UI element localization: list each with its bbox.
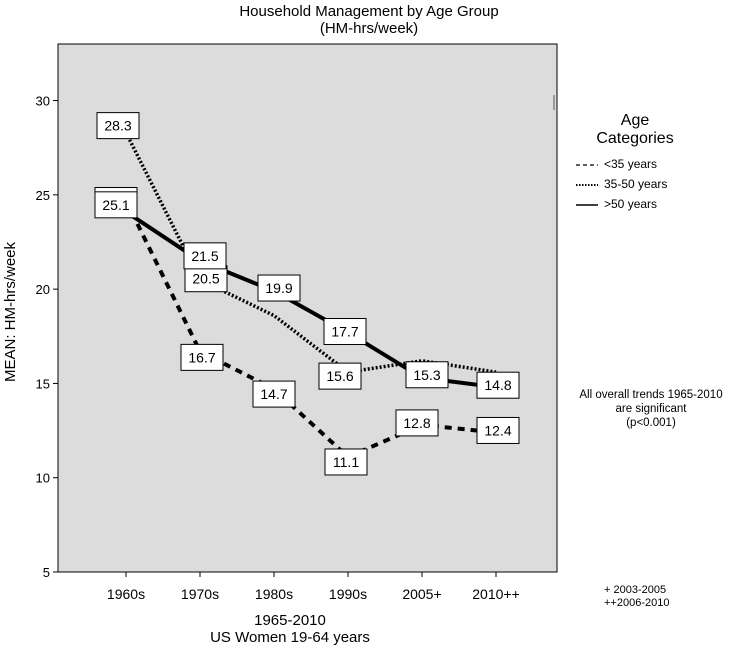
x-axis-label-line2: US Women 19-64 years	[210, 629, 370, 646]
x-tick-label: 2010++	[472, 586, 520, 602]
chart-title: Household Management by Age Group	[239, 3, 499, 20]
y-tick-label: 15	[36, 376, 50, 391]
x-tick-label: 1990s	[329, 586, 367, 602]
y-axis-label: MEAN: HM-hrs/week	[2, 241, 19, 383]
data-label: 28.3	[104, 118, 131, 134]
data-label-box	[180, 343, 224, 371]
data-label-box	[324, 448, 368, 476]
data-label: 14.8	[484, 377, 511, 393]
data-label-box	[96, 112, 140, 140]
data-label-box	[476, 371, 520, 399]
legend-label: 35-50 years	[604, 177, 668, 191]
data-label: 21.5	[191, 248, 218, 264]
x-tick-label: 1980s	[255, 586, 293, 602]
data-label: 12.8	[403, 415, 430, 431]
data-label-box	[476, 416, 520, 444]
data-label-box	[395, 409, 439, 437]
data-label-box	[94, 191, 138, 219]
data-label: 12.4	[484, 422, 511, 438]
legend-title-line2: Categories	[596, 130, 674, 147]
data-label-box	[183, 242, 227, 270]
significance-note-line2: are significant	[615, 403, 687, 415]
data-label-box	[184, 265, 228, 293]
data-label: 25.1	[102, 197, 129, 213]
y-tick-label: 5	[43, 565, 50, 580]
y-tick-label: 25	[36, 188, 50, 203]
data-label-box	[323, 318, 367, 346]
chart-subtitle: (HM-hrs/week)	[319, 20, 419, 37]
data-label: 20.5	[192, 271, 219, 287]
data-label: 11.1	[333, 454, 359, 470]
significance-note-line1: All overall trends 1965-2010	[579, 389, 723, 401]
x-axis-label-line1: 1965-2010	[254, 612, 326, 629]
data-label: 17.7	[331, 324, 358, 340]
legend-title-line1: Age	[620, 112, 650, 129]
data-label: 19.9	[265, 280, 292, 296]
data-label: 15.6	[326, 368, 353, 384]
data-label-box	[318, 362, 362, 390]
data-label: 15.3	[413, 367, 440, 383]
legend-label: <35 years	[604, 157, 658, 171]
x-tick-label: 1960s	[107, 586, 145, 602]
legend-label: >50 years	[604, 197, 658, 211]
x-tick-label: 1970s	[181, 586, 219, 602]
data-label-box	[252, 380, 296, 408]
footnote-2006-2010: ++2006-2010	[604, 597, 670, 609]
data-label-box	[405, 361, 449, 389]
data-label: 14.7	[260, 386, 287, 402]
y-tick-label: 20	[36, 282, 50, 297]
y-tick-label: 10	[36, 471, 50, 486]
y-tick-label: 30	[36, 94, 50, 109]
data-label-box	[257, 274, 301, 302]
data-label: 16.7	[188, 349, 215, 365]
significance-note-line3: (p<0.001)	[626, 417, 676, 429]
footnote-2003-2005: + 2003-2005	[604, 584, 667, 596]
x-tick-label: 2005+	[402, 586, 441, 602]
